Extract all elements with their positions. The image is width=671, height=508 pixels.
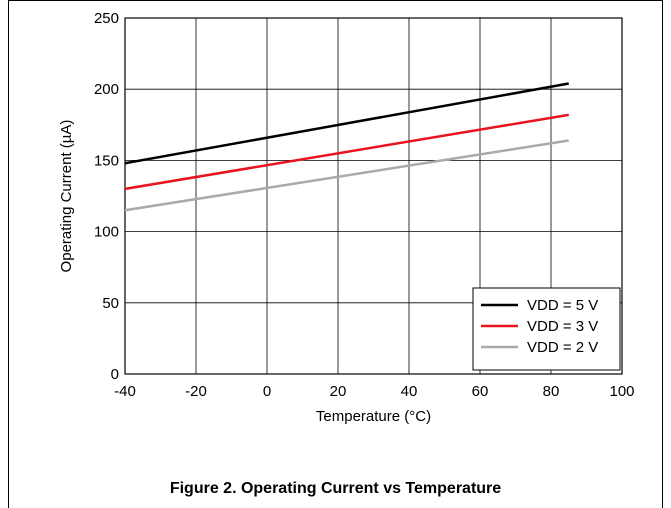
legend-box [472,287,621,371]
y-tick-label: 50 [102,295,119,312]
x-tick-label: 60 [472,383,489,400]
legend-label: VDD = 5 V [527,297,598,314]
y-tick-label: 0 [111,366,119,383]
figure-caption: Figure 2. Operating Current vs Temperatu… [169,480,502,497]
series-line [124,82,569,165]
x-tick-label: 20 [330,383,347,400]
x-tick-label: 100 [609,383,634,400]
frame-left-border [8,0,9,508]
x-tick-label: 80 [543,383,560,400]
series-line [124,139,569,212]
legend-label: VDD = 3 V [527,318,598,335]
y-axis-title: Operating Current (µA) [58,120,75,273]
y-tick-label: 150 [94,152,119,169]
y-tick-label: 250 [94,10,119,27]
x-tick-label: 0 [263,383,271,400]
legend-label: VDD = 2 V [527,339,598,356]
y-tick-label: 200 [94,81,119,98]
y-tick-label: 100 [94,224,119,241]
series-line [124,113,569,191]
x-tick-label: -20 [185,383,207,400]
x-axis-title: Temperature (°C) [316,408,431,425]
frame-right-border [662,0,663,508]
plot-area-border [124,17,623,375]
frame-top-border [8,0,663,1]
x-tick-label: 40 [401,383,418,400]
x-tick-label: -40 [114,383,136,400]
legend: VDD = 5 V VDD = 3 V VDD = 2 V [472,287,621,371]
